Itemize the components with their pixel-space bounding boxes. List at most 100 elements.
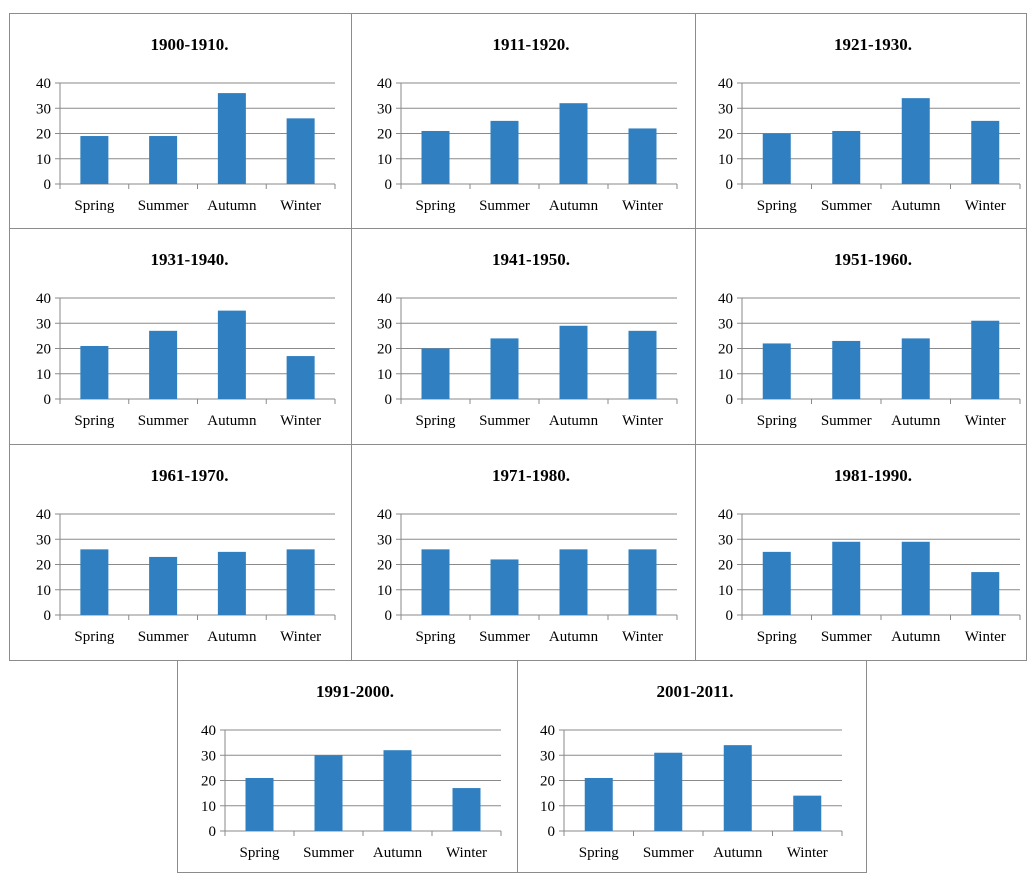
category-label: Spring — [579, 845, 620, 861]
bar-autumn — [559, 549, 588, 615]
category-label: Winter — [965, 198, 1006, 214]
y-tick-label: 40 — [718, 507, 733, 523]
category-label: Summer — [138, 629, 189, 645]
bar-winter — [286, 356, 315, 399]
y-tick-label: 10 — [718, 367, 733, 383]
category-label: Spring — [757, 413, 798, 429]
chart-title: 1900-1910. — [151, 35, 229, 54]
chart-title: 1921-1930. — [834, 35, 912, 54]
chart-svg: 1971-1980. 0 10 20 30 40 Spring Summer Autumn Win… — [377, 466, 678, 645]
y-tick-label: 0 — [385, 608, 393, 624]
y-tick-label: 0 — [385, 392, 393, 408]
category-label: Autumn — [549, 198, 599, 214]
y-tick-label: 40 — [718, 76, 733, 92]
category-label: Spring — [74, 198, 115, 214]
category-label: Winter — [622, 413, 663, 429]
chart-panel-1941-1950: 1941-1950. 0 10 20 30 40 Spring Summer Autumn Win… — [351, 228, 696, 445]
category-label: Summer — [479, 629, 530, 645]
category-label: Summer — [138, 413, 189, 429]
y-tick-label: 10 — [718, 152, 733, 168]
y-tick-label: 30 — [377, 101, 392, 117]
bar-autumn — [901, 338, 930, 399]
category-label: Winter — [787, 845, 828, 861]
y-tick-label: 20 — [540, 774, 555, 790]
y-tick-label: 10 — [36, 152, 51, 168]
bar-autumn — [383, 750, 412, 831]
y-tick-label: 20 — [377, 342, 392, 358]
category-label: Winter — [446, 845, 487, 861]
y-tick-label: 20 — [718, 127, 733, 143]
category-label: Summer — [479, 413, 530, 429]
y-tick-label: 30 — [36, 316, 51, 332]
chart-svg: 1911-1920. 0 10 20 30 40 Spring Summer Autumn Win… — [377, 35, 678, 214]
chart-svg: 1941-1950. 0 10 20 30 40 Spring Summer Autumn Win… — [377, 250, 678, 429]
category-label: Spring — [74, 629, 115, 645]
bar-autumn — [559, 325, 588, 399]
chart-title: 1991-2000. — [316, 682, 394, 701]
y-tick-label: 20 — [36, 342, 51, 358]
y-tick-label: 0 — [548, 824, 556, 840]
bar-summer — [832, 340, 861, 399]
bar-spring — [762, 133, 791, 184]
y-tick-label: 0 — [44, 392, 52, 408]
y-tick-label: 0 — [209, 824, 217, 840]
chart-panel-1931-1940: 1931-1940. 0 10 20 30 40 Spring Summer Autumn Win… — [9, 228, 352, 445]
category-label: Summer — [821, 413, 872, 429]
bar-spring — [80, 345, 109, 399]
category-label: Summer — [479, 198, 530, 214]
category-label: Summer — [643, 845, 694, 861]
y-tick-label: 0 — [726, 608, 734, 624]
category-label: Spring — [757, 198, 798, 214]
y-tick-label: 30 — [201, 748, 216, 764]
bar-summer — [490, 120, 519, 184]
category-label: Autumn — [549, 413, 599, 429]
bar-spring — [421, 130, 450, 184]
bar-summer — [149, 330, 178, 399]
y-tick-label: 10 — [377, 583, 392, 599]
category-label: Autumn — [207, 413, 257, 429]
chart-svg: 2001-2011. 0 10 20 30 40 Spring Summer Autumn Win… — [540, 682, 843, 861]
bar-autumn — [723, 745, 752, 831]
chart-panel-1900-1910: 1900-1910. 0 10 20 30 40 Spring Summer Autumn Win… — [9, 13, 352, 229]
chart-svg: 1951-1960. 0 10 20 30 40 Spring Summer Autumn Win… — [718, 250, 1021, 429]
category-label: Summer — [138, 198, 189, 214]
y-tick-label: 10 — [718, 583, 733, 599]
bar-spring — [245, 777, 274, 831]
y-tick-label: 30 — [377, 532, 392, 548]
category-label: Winter — [280, 413, 321, 429]
y-tick-label: 0 — [44, 177, 52, 193]
bar-spring — [421, 549, 450, 615]
chart-svg: 1961-1970. 0 10 20 30 40 Spring Summer Autumn Win… — [36, 466, 336, 645]
chart-title: 1911-1920. — [493, 35, 570, 54]
category-label: Winter — [622, 629, 663, 645]
category-label: Autumn — [207, 198, 257, 214]
y-tick-label: 40 — [377, 507, 392, 523]
category-label: Spring — [239, 845, 280, 861]
y-tick-label: 40 — [36, 76, 51, 92]
y-tick-label: 30 — [718, 101, 733, 117]
bar-summer — [832, 541, 861, 615]
y-tick-label: 0 — [726, 177, 734, 193]
category-label: Spring — [757, 629, 798, 645]
y-tick-label: 40 — [377, 291, 392, 307]
category-label: Spring — [415, 413, 456, 429]
y-tick-label: 0 — [385, 177, 393, 193]
y-tick-label: 30 — [718, 532, 733, 548]
category-label: Winter — [280, 198, 321, 214]
bar-autumn — [901, 98, 930, 184]
y-tick-label: 20 — [377, 558, 392, 574]
y-tick-label: 10 — [201, 799, 216, 815]
y-tick-label: 30 — [377, 316, 392, 332]
chart-panel-2001-2011: 2001-2011. 0 10 20 30 40 Spring Summer Autumn Win… — [517, 660, 867, 873]
y-tick-label: 40 — [36, 291, 51, 307]
y-tick-label: 10 — [36, 583, 51, 599]
bar-winter — [971, 120, 1000, 184]
y-tick-label: 20 — [718, 558, 733, 574]
y-tick-label: 30 — [36, 532, 51, 548]
bar-spring — [80, 136, 109, 184]
bar-winter — [793, 795, 822, 831]
chart-svg: 1991-2000. 0 10 20 30 40 Spring Summer Autumn Win… — [201, 682, 502, 861]
category-label: Summer — [303, 845, 354, 861]
chart-panel-1951-1960: 1951-1960. 0 10 20 30 40 Spring Summer Autumn Win… — [695, 228, 1027, 445]
chart-title: 1931-1940. — [151, 250, 229, 269]
